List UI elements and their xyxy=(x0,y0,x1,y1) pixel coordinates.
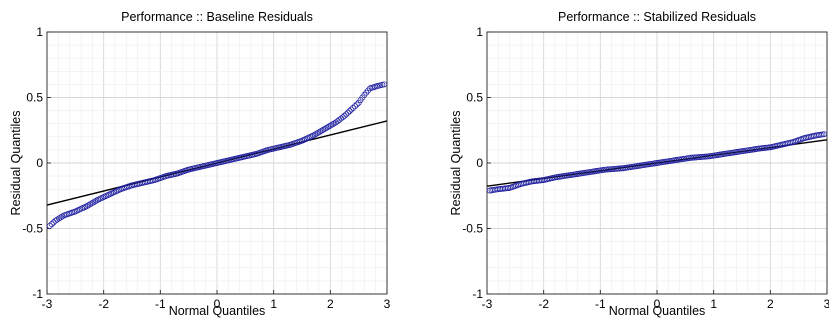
data-point xyxy=(91,198,98,205)
data-point xyxy=(321,125,328,132)
y-tick-label: 0.5 xyxy=(466,91,483,105)
data-point xyxy=(381,81,388,88)
data-point xyxy=(336,116,343,123)
data-point xyxy=(93,197,100,204)
y-tick-label: 1 xyxy=(476,25,483,39)
y-tick-label: -0.5 xyxy=(462,222,483,236)
x-tick-labels: -3 -2 -1 0 1 2 3 xyxy=(482,290,829,311)
data-point xyxy=(57,214,64,221)
data-point xyxy=(324,124,331,131)
x-axis-label: Normal Quantiles xyxy=(609,304,706,318)
data-point xyxy=(341,112,348,119)
x-tick-label: 1 xyxy=(270,297,277,311)
data-point xyxy=(350,105,356,111)
data-point xyxy=(59,213,66,220)
data-point xyxy=(339,114,346,121)
data-point xyxy=(55,215,62,222)
y-tick-label: -1 xyxy=(32,287,43,301)
y-tick-label: -0.5 xyxy=(22,222,43,236)
data-point xyxy=(52,217,59,224)
data-point xyxy=(90,199,97,206)
data-point xyxy=(328,122,335,129)
y-tick-label: -1 xyxy=(472,287,483,301)
data-point xyxy=(50,219,57,226)
data-point xyxy=(313,130,320,137)
x-tick-label: -1 xyxy=(595,297,606,311)
x-tick-label: 3 xyxy=(824,297,829,311)
x-tick-label: -2 xyxy=(98,297,109,311)
data-point xyxy=(310,132,317,139)
data-point xyxy=(326,123,333,130)
data-point xyxy=(821,131,828,138)
data-point xyxy=(54,216,61,223)
x-tick-label: 0 xyxy=(214,297,221,311)
y-tick-label: 1 xyxy=(36,25,43,39)
data-point xyxy=(338,115,345,122)
data-point xyxy=(320,126,326,133)
x-axis-label: Normal Quantiles xyxy=(169,304,266,318)
data-point xyxy=(83,203,90,210)
y-tick-label: 0.5 xyxy=(26,91,43,105)
data-point xyxy=(316,128,323,135)
y-axis-label: Residual Quantiles xyxy=(9,111,23,216)
data-point xyxy=(348,106,355,113)
stabilized-qq-panel: Performance :: Stabilized Residuals -3 -2… xyxy=(449,10,829,318)
x-tick-labels: -3 -2 -1 0 1 2 3 xyxy=(42,290,391,311)
y-tick-label: 0 xyxy=(476,156,483,170)
x-tick-label: 3 xyxy=(384,297,391,311)
data-point xyxy=(318,127,325,134)
x-tick-label: -1 xyxy=(155,297,166,311)
data-point xyxy=(46,222,53,229)
x-tick-label: 2 xyxy=(327,297,334,311)
data-point xyxy=(351,103,358,110)
y-axis-label: Residual Quantiles xyxy=(449,111,463,216)
x-tick-label: -3 xyxy=(42,297,53,311)
data-point xyxy=(329,121,336,128)
chart-title: Performance :: Stabilized Residuals xyxy=(558,10,756,24)
data-point xyxy=(48,221,55,228)
baseline-qq-panel: Performance :: Baseline Residuals -3 -2 -1… xyxy=(9,10,391,318)
grid xyxy=(46,31,388,295)
y-tick-label: 0 xyxy=(36,156,43,170)
data-point xyxy=(346,108,353,115)
chart-title: Performance :: Baseline Residuals xyxy=(121,10,313,24)
data-point xyxy=(85,202,92,209)
data-point xyxy=(86,201,93,208)
data-point xyxy=(353,101,360,108)
x-tick-label: 0 xyxy=(654,297,661,311)
data-point xyxy=(323,125,330,131)
data-point xyxy=(312,131,318,138)
y-tick-labels: -1 -0.5 0 0.5 1 xyxy=(462,25,491,301)
y-tick-labels: -1 -0.5 0 0.5 1 xyxy=(22,25,51,301)
data-point xyxy=(344,109,351,116)
data-point xyxy=(315,129,322,136)
data-point xyxy=(88,200,95,207)
x-tick-label: 2 xyxy=(767,297,774,311)
data-points xyxy=(46,81,388,229)
x-tick-label: 1 xyxy=(710,297,717,311)
data-point xyxy=(343,111,350,118)
x-tick-label: -2 xyxy=(538,297,549,311)
data-points xyxy=(486,131,828,194)
x-tick-label: -3 xyxy=(482,297,493,311)
